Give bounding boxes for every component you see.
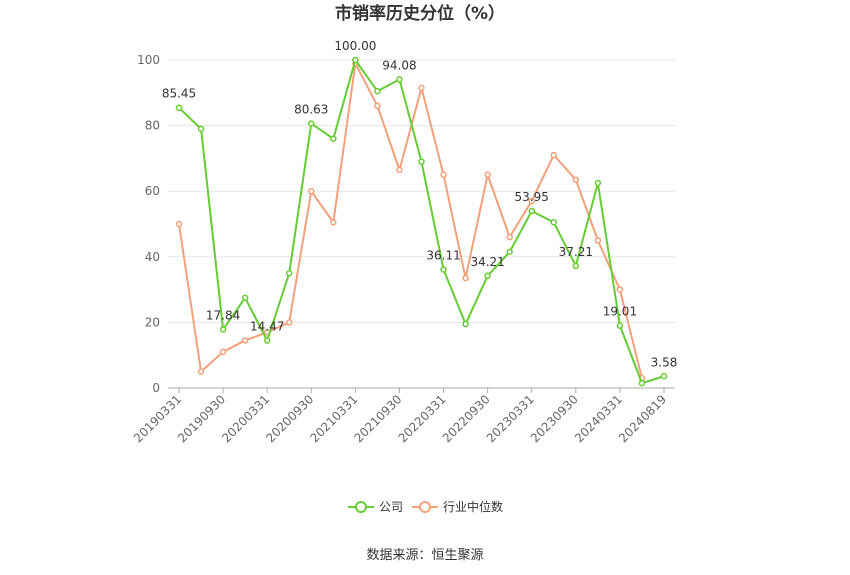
data-label: 94.08: [382, 58, 416, 72]
chart-title: 市销率历史分位（%）: [335, 3, 505, 24]
data-point[interactable]: [285, 319, 293, 326]
data-point[interactable]: [550, 219, 558, 226]
grid: [168, 59, 675, 323]
data-point[interactable]: [175, 104, 183, 111]
data-point[interactable]: [396, 76, 403, 83]
x-axis: 2019033120190930202003312020093020210331…: [131, 387, 675, 445]
series-line: [178, 62, 643, 379]
series-1: [175, 60, 646, 382]
y-tick-label: 100: [137, 53, 160, 67]
data-point[interactable]: [594, 237, 602, 244]
data-point[interactable]: [484, 272, 491, 280]
legend-item-industry-median[interactable]: 行业中位数: [412, 499, 503, 514]
data-point[interactable]: [616, 322, 624, 329]
legend-label-company: 公司: [379, 500, 403, 514]
data-point[interactable]: [175, 220, 183, 228]
data-point[interactable]: [241, 294, 249, 302]
data-point[interactable]: [506, 248, 513, 256]
data-point[interactable]: [396, 166, 403, 174]
data-label: 53.95: [515, 190, 549, 204]
data-point[interactable]: [263, 337, 271, 344]
series-layer: [175, 56, 668, 387]
data-source: 数据来源：恒生聚源: [366, 548, 483, 563]
y-axis: 0 20 40 60 80 100: [137, 53, 160, 395]
data-point[interactable]: [594, 179, 602, 187]
data-point[interactable]: [572, 262, 580, 270]
data-point[interactable]: [418, 158, 425, 165]
y-tick-label: 20: [145, 315, 160, 329]
data-point[interactable]: [528, 207, 535, 215]
data-point[interactable]: [462, 320, 469, 328]
data-point[interactable]: [528, 197, 535, 205]
x-tick-label: 20240819: [616, 392, 669, 445]
data-point[interactable]: [197, 125, 205, 133]
data-point[interactable]: [660, 373, 668, 380]
data-point[interactable]: [197, 368, 205, 375]
data-point[interactable]: [285, 269, 293, 277]
data-point[interactable]: [330, 219, 337, 226]
y-tick-label: 0: [152, 381, 160, 395]
data-point[interactable]: [352, 56, 359, 64]
data-point[interactable]: [440, 171, 447, 179]
data-point[interactable]: [638, 379, 646, 387]
data-label: 37.21: [559, 245, 593, 259]
data-label: 100.00: [334, 39, 376, 53]
data-point[interactable]: [219, 326, 227, 333]
data-point[interactable]: [418, 84, 425, 92]
series-0: [175, 56, 668, 387]
data-point[interactable]: [241, 337, 249, 344]
data-label: 80.63: [294, 103, 328, 117]
data-label: 17.84: [206, 308, 240, 322]
data-label: 85.45: [162, 87, 196, 101]
data-label: 36.11: [426, 249, 460, 263]
data-point[interactable]: [484, 171, 491, 179]
data-point[interactable]: [616, 286, 624, 293]
data-point[interactable]: [374, 102, 381, 110]
data-point[interactable]: [374, 87, 381, 95]
legend-label-industry-median: 行业中位数: [443, 499, 503, 514]
data-point[interactable]: [506, 233, 513, 241]
data-label: 14.47: [250, 320, 284, 334]
data-point[interactable]: [462, 274, 469, 282]
data-point[interactable]: [308, 187, 315, 195]
data-label: 19.01: [603, 305, 637, 319]
data-label: 34.21: [470, 255, 504, 269]
data-point[interactable]: [330, 135, 337, 142]
y-tick-label: 40: [145, 250, 160, 264]
data-point[interactable]: [550, 151, 558, 159]
legend: 公司 行业中位数: [348, 499, 503, 514]
data-point[interactable]: [440, 266, 447, 273]
data-label: 3.58: [651, 355, 678, 369]
data-labels: 85.45 17.84 14.47 80.63 100.00 94.08 36.11 34.2…: [162, 39, 678, 369]
y-tick-label: 80: [145, 119, 160, 133]
data-point[interactable]: [572, 176, 580, 183]
legend-item-company[interactable]: 公司: [348, 500, 403, 514]
data-point[interactable]: [219, 348, 227, 356]
y-tick-label: 60: [145, 184, 160, 198]
data-point[interactable]: [308, 120, 315, 127]
